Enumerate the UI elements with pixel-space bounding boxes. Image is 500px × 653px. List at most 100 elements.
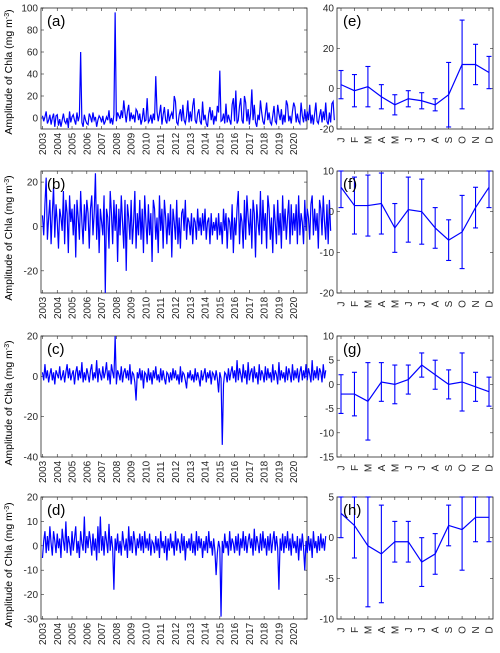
ytick-label: -40 xyxy=(24,453,39,464)
axes-frame xyxy=(40,7,308,130)
xtick-label: 2005 xyxy=(68,296,79,319)
xtick-label: 2016 xyxy=(230,460,241,483)
panel-label: (h) xyxy=(343,502,361,519)
xtick-label: 2010 xyxy=(141,132,152,155)
ytick-label: 0 xyxy=(32,114,38,125)
xtick-label: 2019 xyxy=(274,460,285,483)
ytick-label: 0 xyxy=(32,372,38,383)
ytick-label: 0 xyxy=(32,541,38,552)
xtick-label: 2017 xyxy=(245,460,256,483)
ytick-label: -10 xyxy=(320,428,335,439)
ytick-label: 0 xyxy=(32,222,38,233)
ylabel-sup: -3 xyxy=(4,506,11,512)
xtick-label: J xyxy=(404,628,415,633)
ytick-label: -10 xyxy=(320,248,335,259)
xtick-label: 2019 xyxy=(274,132,285,155)
xtick-label: 2013 xyxy=(186,622,197,645)
ytick-label: 0 xyxy=(328,84,334,95)
xtick-label: M xyxy=(363,136,374,144)
panel-label: (e) xyxy=(343,13,361,30)
xtick-label: 2010 xyxy=(141,622,152,645)
xtick-label: D xyxy=(485,300,496,307)
xtick-label: F xyxy=(350,137,361,143)
ytick-label: 0 xyxy=(328,207,334,218)
xtick-label: N xyxy=(471,626,482,633)
panel-d: -30 -20 -10 0 10 20 2003 2004 2005 2006 2007 2008 20… xyxy=(24,493,327,645)
xtick-label: 2018 xyxy=(260,132,271,155)
xtick-label: 2009 xyxy=(127,296,138,319)
xtick-label: J xyxy=(417,628,428,633)
xtick-label: S xyxy=(444,626,455,633)
xtick-label: 2006 xyxy=(82,132,93,155)
xtick-label: A xyxy=(431,464,442,471)
xtick-label: J xyxy=(337,302,348,307)
xtick-label: A xyxy=(377,626,388,633)
series-line xyxy=(340,186,490,241)
xtick-label: 2018 xyxy=(260,296,271,319)
ytick-label: -20 xyxy=(320,289,335,300)
xtick-label: 2013 xyxy=(186,460,197,483)
xtick-label: 2010 xyxy=(141,296,152,319)
ytick-label: -5 xyxy=(325,404,334,415)
panel-label: (g) xyxy=(343,341,361,358)
xtick-label: F xyxy=(350,301,361,307)
xtick-label: 2013 xyxy=(186,296,197,319)
xtick-label: M xyxy=(363,464,374,472)
xtick-label: A xyxy=(377,136,388,143)
xtick-label: 2014 xyxy=(201,460,212,483)
ytick-label: -10 xyxy=(320,615,335,626)
xtick-label: 2012 xyxy=(171,132,182,155)
xtick-label: 2019 xyxy=(274,622,285,645)
xtick-label: 2008 xyxy=(112,622,123,645)
ytick-label: -10 xyxy=(24,566,39,577)
xtick-label: 2004 xyxy=(53,132,64,155)
ytick-label: 60 xyxy=(27,48,39,59)
axes-frame xyxy=(40,170,308,294)
series-line xyxy=(340,63,490,106)
ytick-label: 20 xyxy=(323,44,335,55)
xtick-label: 2017 xyxy=(245,622,256,645)
xtick-label: 2009 xyxy=(127,132,138,155)
xtick-label: 2003 xyxy=(38,622,49,645)
ytick-label: 20 xyxy=(27,332,39,343)
ytick-label: 20 xyxy=(27,92,39,103)
xtick-label: 2008 xyxy=(112,296,123,319)
xtick-label: D xyxy=(485,136,496,143)
xtick-label: 2007 xyxy=(97,622,108,645)
panel-label: (c) xyxy=(47,341,65,358)
series-line xyxy=(41,335,327,445)
xtick-label: 2003 xyxy=(38,132,49,155)
xtick-label: 2020 xyxy=(289,460,300,483)
axes-frame xyxy=(336,7,494,130)
xtick-label: 2004 xyxy=(53,622,64,645)
xtick-label: J xyxy=(337,466,348,471)
xtick-label: 2006 xyxy=(82,460,93,483)
xtick-label: N xyxy=(471,300,482,307)
xtick-label: M xyxy=(390,626,401,634)
xtick-label: 2005 xyxy=(68,460,79,483)
xtick-label: 2017 xyxy=(245,296,256,319)
xtick-label: 2007 xyxy=(97,460,108,483)
xtick-label: 2014 xyxy=(201,296,212,319)
xtick-label: D xyxy=(485,626,496,633)
ytick-label: 10 xyxy=(323,167,335,178)
xtick-label: 2006 xyxy=(82,622,93,645)
xtick-label: 2015 xyxy=(215,132,226,155)
series-line xyxy=(41,516,327,617)
xtick-label: M xyxy=(390,464,401,472)
series-line xyxy=(340,512,489,563)
ylabel-text: Amplitude of Chla (mg m xyxy=(3,350,15,466)
xtick-label: 2015 xyxy=(215,296,226,319)
ytick-label: 0 xyxy=(328,533,334,544)
xtick-label: 2014 xyxy=(201,622,212,645)
panel-label: (b) xyxy=(47,176,65,193)
xtick-label: 2003 xyxy=(38,460,49,483)
xtick-label: M xyxy=(390,300,401,308)
xtick-label: J xyxy=(337,138,348,143)
xtick-label: 2014 xyxy=(201,132,212,155)
ylabel-c: Amplitude of Chla (mg m-3) xyxy=(3,340,15,465)
ytick-label: -15 xyxy=(320,453,335,464)
xtick-label: S xyxy=(444,300,455,307)
xtick-label: 2012 xyxy=(171,460,182,483)
